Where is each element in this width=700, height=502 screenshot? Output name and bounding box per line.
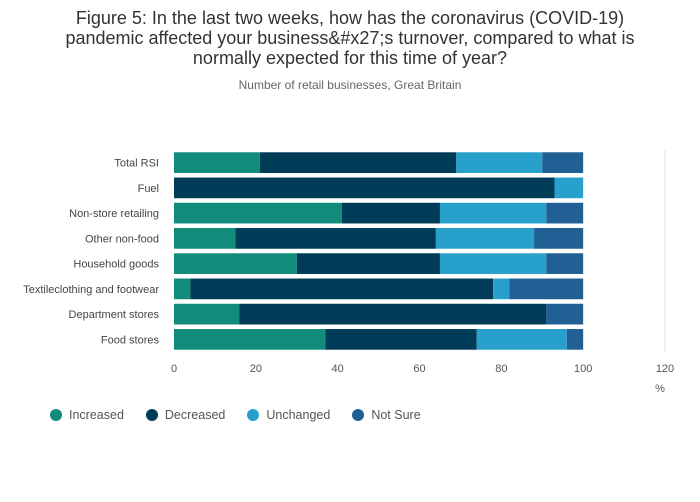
x-tick-label: 80 [495,363,507,375]
legend-item-decreased[interactable]: Decreased [145,408,226,422]
legend-label: Unchanged [266,408,331,422]
bar-segment-not-sure[interactable] [546,303,584,325]
bar-segment-unchanged[interactable] [435,228,535,249]
y-tick-label: Textileclothing and footwear [23,284,159,296]
bar-segment-decreased[interactable] [174,177,555,199]
legend-swatch [145,409,158,421]
bar-segment-unchanged[interactable] [456,152,543,173]
chart-title-line-1: Figure 5: In the last two weeks, how has… [75,8,625,28]
legend-swatch [352,409,365,421]
bar-segment-decreased[interactable] [190,278,494,300]
legend-item-unchanged[interactable]: Unchanged [247,408,330,422]
bar-segment-decreased[interactable] [341,202,440,224]
legend-label: Increased [69,408,124,422]
bar-segment-decreased[interactable] [259,152,457,173]
chart-title-line-3: normally expected for this time of year? [192,48,508,68]
x-tick-label: 20 [250,363,262,375]
bar-segment-decreased[interactable] [325,329,477,350]
bar-segment-increased[interactable] [174,278,191,300]
y-tick-label: Household goods [73,259,159,271]
bar-segment-decreased[interactable] [235,228,436,249]
bar-segment-increased[interactable] [174,228,236,249]
bar-segment-unchanged[interactable] [439,253,547,274]
chart-legend: Increased Decreased Unchanged Not Sure [50,408,443,422]
bar-segment-unchanged[interactable] [476,329,567,350]
bar-segment-increased[interactable] [174,303,240,325]
chart-title: Figure 5: In the last two weeks, how has… [20,8,680,68]
bar-segment-increased[interactable] [174,202,342,224]
bar-segment-unchanged[interactable] [439,202,547,224]
legend-item-increased[interactable]: Increased [50,408,124,422]
y-tick-label: Food stores [101,334,160,346]
legend-label: Decreased [164,408,226,422]
y-tick-label: Non-store retailing [69,208,159,220]
legend-item-not-sure[interactable]: Not Sure [352,408,421,422]
chart-title-line-2: pandemic affected your business&#x27;s t… [65,28,635,48]
chart-subtitle: Number of retail businesses, Great Brita… [238,78,462,92]
bar-segment-decreased[interactable] [239,303,547,325]
x-tick-label: 40 [332,363,344,375]
bar-segment-not-sure[interactable] [546,202,584,224]
bar-segment-increased[interactable] [174,253,297,274]
bar-segment-increased[interactable] [174,329,326,350]
bar-segment-not-sure[interactable] [534,228,584,249]
y-tick-label: Total RSI [114,158,159,170]
x-tick-label: 60 [413,363,425,375]
bar-segment-not-sure[interactable] [509,278,584,300]
bar-segment-not-sure[interactable] [566,329,584,350]
bar-segment-not-sure[interactable] [542,152,584,173]
y-tick-label: Department stores [69,309,160,321]
x-axis-label: % [655,383,665,395]
bar-segment-not-sure[interactable] [546,253,584,274]
x-tick-label: 0 [171,363,177,375]
legend-swatch [247,409,260,421]
x-tick-label: 120 [656,363,674,375]
bar-segment-decreased[interactable] [296,253,440,274]
bar-segment-unchanged[interactable] [493,278,510,300]
x-tick-label: 100 [574,363,592,375]
y-tick-label: Other non-food [85,233,159,245]
y-tick-label: Fuel [138,183,159,195]
legend-swatch [50,409,62,421]
legend-label: Not Sure [371,408,421,422]
bar-segment-increased[interactable] [174,152,260,173]
bar-segment-unchanged[interactable] [554,177,584,199]
